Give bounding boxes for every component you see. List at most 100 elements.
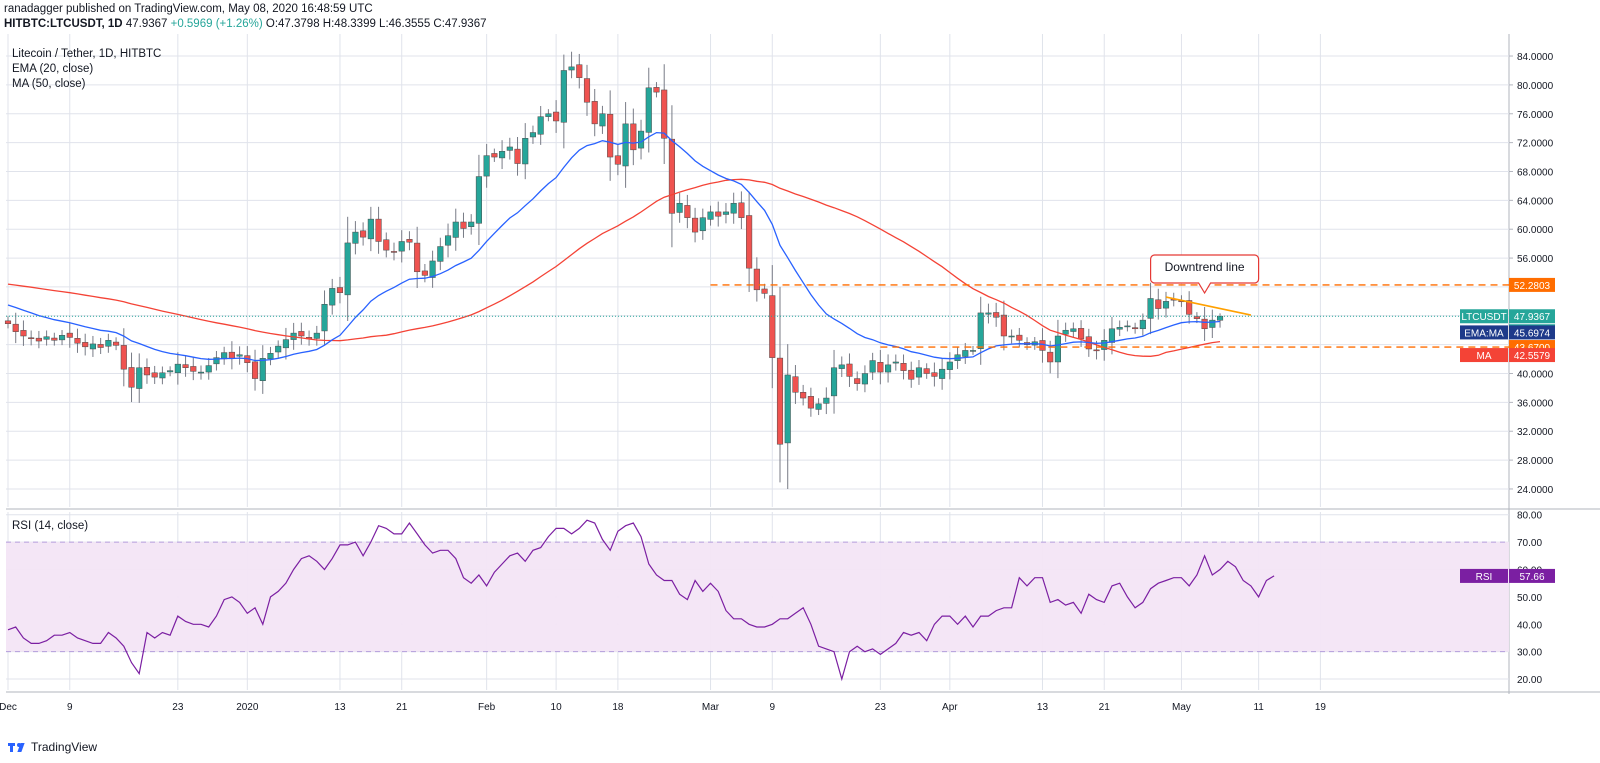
candle xyxy=(707,211,714,220)
ma-50-line xyxy=(7,178,1221,357)
candle xyxy=(977,312,984,349)
candle xyxy=(329,288,336,306)
candle xyxy=(4,320,12,324)
candle xyxy=(722,211,730,215)
candle xyxy=(12,323,19,332)
ema-ma-value-tag xyxy=(1509,325,1555,340)
time-tick-label: 23 xyxy=(875,702,887,713)
candle xyxy=(985,312,992,315)
rsi-tick-label: 20.00 xyxy=(1517,675,1542,686)
rsi-tick-label: 50.00 xyxy=(1517,593,1542,604)
candle xyxy=(1047,351,1054,363)
candle xyxy=(128,367,135,388)
price-tick-label: 84.0000 xyxy=(1517,52,1554,63)
legend-ma: MA (50, close) xyxy=(12,78,86,90)
tradingview-logo-icon xyxy=(8,741,26,753)
candle xyxy=(583,78,591,103)
price-tick-label: 40.0000 xyxy=(1517,370,1554,381)
candle xyxy=(35,337,42,342)
candle xyxy=(375,218,382,242)
candle xyxy=(908,369,915,380)
ltcusdt-value: 47.9367 xyxy=(1514,312,1551,323)
candle xyxy=(630,123,637,151)
candle xyxy=(499,151,506,159)
candle xyxy=(136,367,143,389)
candle xyxy=(622,123,629,167)
time-tick-label: 13 xyxy=(1037,702,1049,713)
candle xyxy=(776,357,784,445)
rsi-tick-label: 40.00 xyxy=(1517,620,1542,631)
candle xyxy=(1054,335,1061,363)
callout-box xyxy=(1150,254,1260,295)
candle xyxy=(1124,325,1131,328)
price-tick-label: 64.0000 xyxy=(1517,196,1554,207)
candle xyxy=(838,364,845,369)
level-top-value: 52.2803 xyxy=(1514,281,1551,292)
candle xyxy=(1062,329,1069,335)
time-tick-label: Mar xyxy=(702,702,720,713)
candle xyxy=(514,148,521,164)
candle xyxy=(143,367,151,376)
header-line-2: HITBTC:LTCUSDT, 1D 47.9367 +0.5969 (+1.2… xyxy=(4,18,487,30)
candle xyxy=(1216,315,1224,321)
legend-rsi: RSI (14, close) xyxy=(12,520,88,532)
time-tick-label: 2020 xyxy=(236,702,259,713)
time-tick-label: Feb xyxy=(478,702,496,713)
candle xyxy=(1116,327,1123,330)
candle xyxy=(738,202,745,218)
candle xyxy=(869,360,876,373)
candle xyxy=(429,260,436,278)
candle xyxy=(97,344,104,348)
candle xyxy=(692,217,699,233)
candle xyxy=(1070,328,1077,332)
candle xyxy=(784,374,791,444)
candle xyxy=(915,367,923,378)
candle xyxy=(607,113,614,158)
time-tick-label: Dec xyxy=(0,702,17,713)
candle xyxy=(684,205,691,218)
candle xyxy=(344,242,351,296)
candle xyxy=(1039,340,1046,351)
candle xyxy=(753,268,760,291)
candle xyxy=(452,221,459,238)
rsi-tick-label: 70.00 xyxy=(1517,538,1542,549)
candle xyxy=(962,350,969,357)
candle xyxy=(1155,299,1162,309)
candle xyxy=(66,332,73,338)
level-top-value-tag xyxy=(1509,277,1555,292)
candle xyxy=(174,363,181,374)
candle xyxy=(1193,316,1200,319)
level-top-name-tag xyxy=(1460,278,1508,292)
candle xyxy=(105,340,112,347)
legend-main: Litecoin / Tether, 1D, HITBTC xyxy=(12,48,161,60)
price-change: +0.5969 (+1.26%) xyxy=(170,18,263,30)
candle xyxy=(545,113,552,117)
candle xyxy=(946,361,953,370)
candle xyxy=(190,366,197,372)
candle xyxy=(51,337,58,341)
candle xyxy=(43,336,50,340)
candle xyxy=(58,335,66,341)
ema-20-line xyxy=(7,131,1221,362)
candle xyxy=(151,372,158,378)
time-tick-label: Apr xyxy=(942,702,958,713)
rsi-name-tag xyxy=(1460,568,1508,583)
time-tick-label: 11 xyxy=(1253,702,1264,713)
candle xyxy=(352,231,359,244)
candle xyxy=(599,113,606,127)
candle xyxy=(421,270,428,276)
candle xyxy=(1162,301,1170,309)
ltcusdt-name: LTCUSDT xyxy=(1461,312,1506,323)
rsi-line xyxy=(7,519,1275,682)
candle xyxy=(1201,318,1208,330)
candle xyxy=(854,378,861,384)
ltcusdt-name-tag xyxy=(1460,309,1508,324)
candle xyxy=(321,303,328,332)
candle xyxy=(522,138,529,165)
candle xyxy=(568,66,575,71)
ma-value: 42.5579 xyxy=(1514,351,1551,362)
symbol-line: HITBTC:LTCUSDT, 1D xyxy=(4,18,123,30)
candle xyxy=(282,339,289,349)
candle xyxy=(823,397,830,404)
